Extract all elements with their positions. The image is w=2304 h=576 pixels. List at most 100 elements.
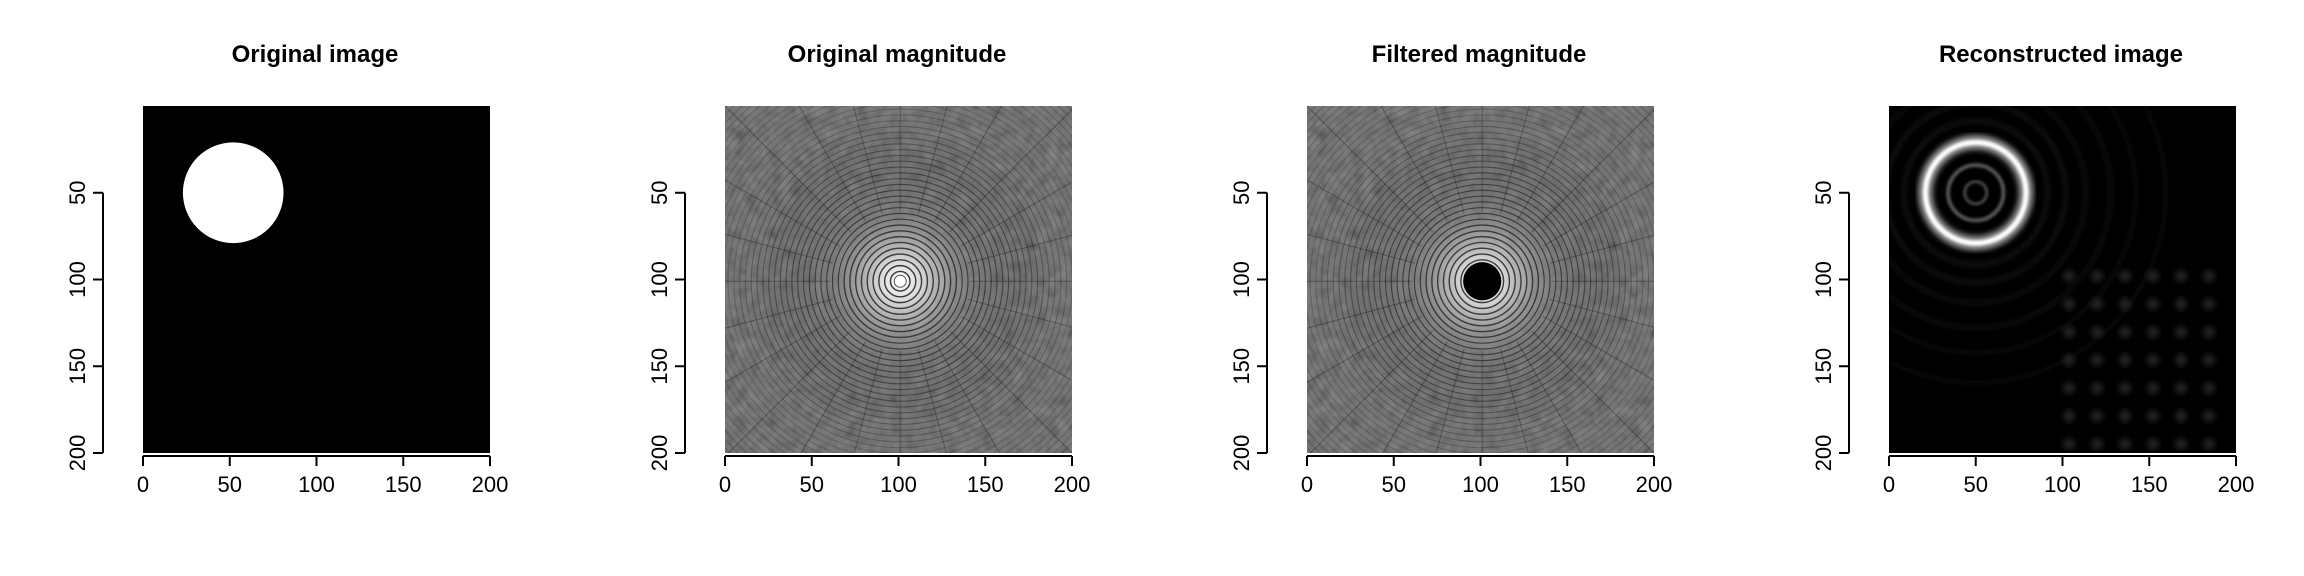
artifact-spot — [2203, 410, 2215, 422]
x-tick-label: 50 — [218, 472, 242, 497]
axes: 0 50 100 150 200 50 100 150 200 — [647, 181, 1090, 497]
x-tick-label: 100 — [1462, 472, 1499, 497]
artifact-spot — [2091, 270, 2103, 282]
x-tick-label: 200 — [1054, 472, 1091, 497]
spectrum-ring — [1332, 131, 1632, 431]
axes: 0 50 100 150 200 50 100 150 200 — [65, 181, 508, 497]
panel-title: Original magnitude — [788, 41, 1007, 68]
artifact-spot — [2091, 298, 2103, 310]
spectrum-ring — [1390, 189, 1574, 373]
spectrum-ring — [866, 247, 934, 315]
image-layer — [143, 106, 490, 453]
plot-area — [143, 106, 490, 453]
spectrum-spoke — [967, 298, 1072, 328]
spectrum-ring — [750, 131, 1050, 431]
spectrum-spoke — [960, 181, 1072, 247]
artifact-spot — [2147, 270, 2159, 282]
ripple-ring — [1902, 119, 2050, 267]
x-tick-label: 200 — [1636, 472, 1673, 497]
artifact-spot — [2203, 326, 2215, 338]
artifact-spot — [2119, 410, 2131, 422]
spectrum-ring — [779, 160, 1021, 402]
inner-ring — [1963, 180, 1989, 206]
spectrum-spoke — [725, 179, 840, 247]
plot-area — [725, 106, 1072, 453]
x-tick-label: 150 — [1549, 472, 1586, 497]
x-tick-label: 0 — [1301, 472, 1313, 497]
spectrum-ring — [1344, 143, 1621, 420]
plot-area — [1307, 106, 1654, 453]
artifact-spot — [2063, 382, 2075, 394]
spectrum-ring — [785, 166, 1015, 396]
spectrum-ring — [878, 259, 923, 304]
x-tick-label: 150 — [967, 472, 1004, 497]
y-tick-label: 50 — [647, 181, 672, 205]
spectrum-spoke — [917, 106, 948, 214]
spectrum-ring — [849, 230, 952, 333]
x-tick-label: 50 — [1382, 472, 1406, 497]
spectrum-spoke — [800, 341, 866, 453]
y-tick-label: 200 — [647, 435, 672, 472]
edge-ring — [1922, 139, 2029, 246]
y-tick-label: 100 — [65, 261, 90, 298]
spectrum-ring — [739, 120, 1062, 443]
ripple-ring — [1889, 106, 2138, 355]
spectrum-spoke — [1434, 106, 1465, 214]
x-tick-label: 100 — [2044, 472, 2081, 497]
y-tick-label: 150 — [647, 348, 672, 385]
spectrum-spoke — [960, 315, 1072, 381]
spectrum-spoke — [1380, 106, 1448, 221]
image-background — [143, 106, 490, 453]
spectrum-ring — [1355, 154, 1609, 408]
spectrum-ring — [826, 207, 975, 356]
image-layer — [1307, 106, 1654, 453]
artifact-spot — [2203, 354, 2215, 366]
spectrum-ring — [831, 212, 969, 350]
spectrum-ring — [1454, 253, 1511, 310]
spectrum-ring — [872, 253, 929, 310]
axes: 0 50 100 150 200 50 100 150 200 — [1229, 181, 1672, 497]
artifact-spots — [2063, 270, 2215, 450]
spectrum-ring — [802, 183, 998, 379]
spectrum-ring — [1379, 178, 1586, 385]
image-layer — [1889, 106, 2236, 453]
spectrum-spoke — [1499, 106, 1530, 214]
spectrum-spoke — [1542, 181, 1654, 247]
artifact-spot — [2175, 270, 2187, 282]
x-tick-label: 150 — [2131, 472, 2168, 497]
y-tick-label: 200 — [1811, 435, 1836, 472]
spectrum-spoke — [798, 106, 866, 221]
spectrum-spoke — [727, 330, 852, 453]
artifact-spot — [2063, 354, 2075, 366]
artifact-spot — [2175, 382, 2187, 394]
artifact-spot — [2119, 298, 2131, 310]
artifact-spot — [2063, 326, 2075, 338]
spectrum-ring — [1326, 125, 1638, 437]
spectrum-ring — [854, 235, 946, 327]
artifact-spot — [2147, 354, 2159, 366]
y-tick-label: 50 — [65, 181, 90, 205]
spectrum-ring — [733, 114, 1068, 449]
spectrum-spoke — [949, 108, 1072, 233]
y-tick-label: 200 — [65, 435, 90, 472]
disk-shape — [182, 142, 284, 244]
artifact-spot — [2147, 326, 2159, 338]
panel-filtered-magnitude: Filtered magnitude 0 50 100 150 200 50 100 150 2… — [1229, 41, 1672, 497]
spectrum-ring — [727, 108, 1072, 453]
spectrum-spoke — [1499, 348, 1529, 453]
spectrum-spoke — [917, 348, 947, 453]
y-tick-label: 50 — [1811, 181, 1836, 205]
spectrum-spoke — [852, 106, 883, 214]
spectrum-ring — [1413, 212, 1551, 350]
ripple-ring — [1889, 106, 2088, 305]
dc-component — [893, 274, 907, 288]
spectrum-ring — [1402, 201, 1563, 362]
ripple-ring — [1889, 106, 2113, 330]
artifact-spot — [2147, 438, 2159, 450]
artifact-spot — [2063, 298, 2075, 310]
spectrum-ring — [744, 125, 1056, 437]
spectrum-spokes — [725, 106, 1072, 453]
x-tick-label: 0 — [1883, 472, 1895, 497]
panel-title: Filtered magnitude — [1372, 41, 1587, 68]
x-tick-label: 200 — [472, 472, 509, 497]
